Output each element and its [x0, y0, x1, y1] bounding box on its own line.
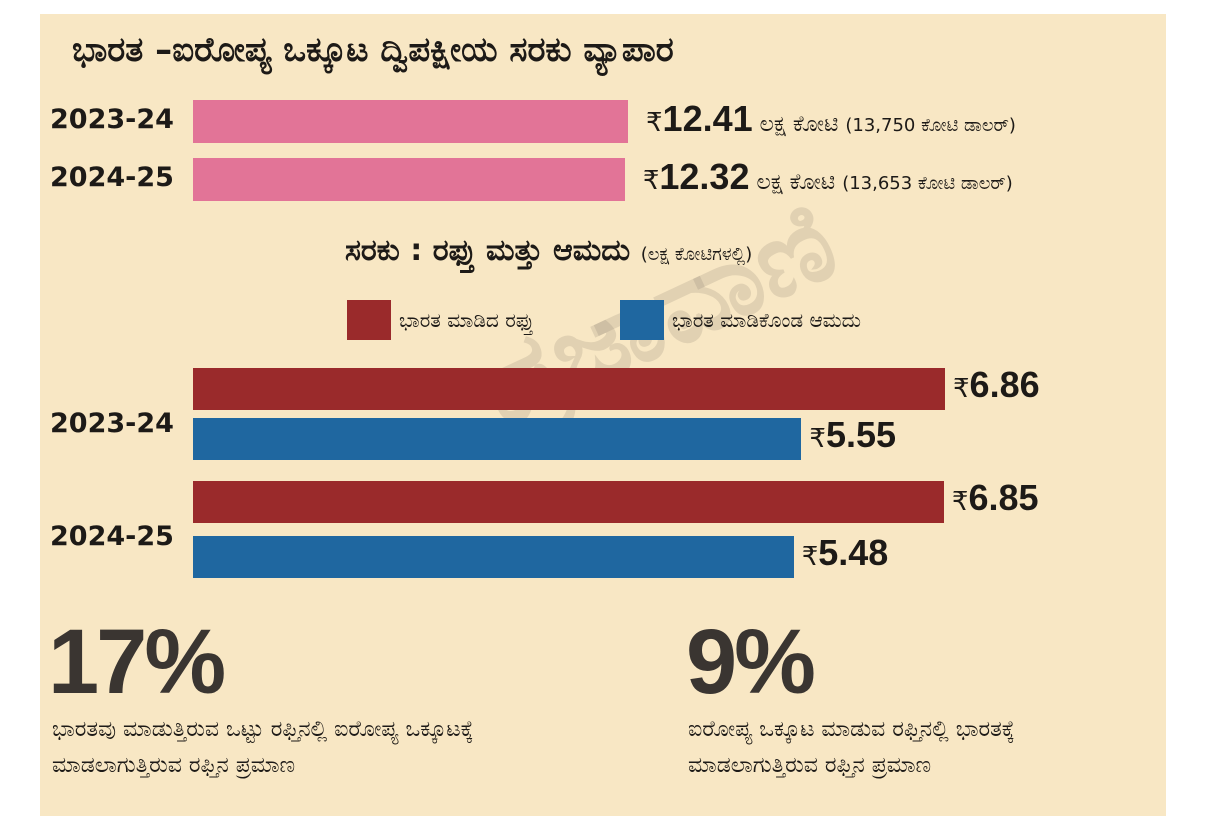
stat-desc-17: ಭಾರತವು ಮಾಡುತ್ತಿರುವ ಒಟ್ಟು ರಫ್ತಿನಲ್ಲಿ ಐರೋಪ…	[52, 717, 474, 778]
chart2-title: ಸರಕು : ರಫ್ತು ಮತ್ತು ಆಮದು (ಲಕ್ಷ ಕೋಟಿಗಳಲ್ಲಿ…	[345, 233, 752, 268]
legend-import: ಭಾರತ ಮಾಡಿಕೊಂಡ ಆಮದು	[620, 300, 861, 340]
bar-export-2024-25	[193, 481, 944, 523]
value-label-export: ₹6.85	[951, 477, 1039, 518]
legend-export: ಭಾರತ ಮಾಡಿದ ರಫ್ತು	[347, 300, 534, 340]
legend-swatch-import	[620, 300, 664, 340]
legend-swatch-export	[347, 300, 391, 340]
stat-value-17: 17%	[48, 611, 226, 713]
value-label-import: ₹5.48	[801, 532, 889, 573]
value-label-import: ₹5.55	[809, 414, 897, 455]
bar-export-2023-24	[193, 368, 945, 410]
year-label: 2023-24	[50, 408, 174, 439]
bar-import-2023-24	[193, 418, 802, 460]
infographic-panel	[40, 14, 1166, 816]
stat-value-9: 9%	[686, 611, 816, 713]
bar-total-2023-24	[193, 100, 628, 143]
chart2-title-text: ಸರಕು : ರಫ್ತು ಮತ್ತು ಆಮದು	[345, 233, 631, 268]
legend-label-import: ಭಾರತ ಮಾಡಿಕೊಂಡ ಆಮದು	[672, 308, 861, 332]
bar-import-2024-25	[193, 536, 794, 578]
year-label: 2023-24	[50, 104, 174, 135]
bar-total-2024-25	[193, 158, 625, 201]
year-label: 2024-25	[50, 521, 174, 552]
value-label-total: ₹12.32 ಲಕ್ಷ ಕೋಟಿ (13,653 ಕೋಟಿ ಡಾಲರ್)	[642, 156, 1013, 197]
value-label-total: ₹12.41 ಲಕ್ಷ ಕೋಟಿ (13,750 ಕೋಟಿ ಡಾಲರ್)	[646, 98, 1016, 139]
stat-desc-9: ಐರೋಪ್ಯ ಒಕ್ಕೂಟ ಮಾಡುವ ರಫ್ತಿನಲ್ಲಿ ಭಾರತಕ್ಕೆ …	[688, 717, 1015, 778]
year-label: 2024-25	[50, 162, 174, 193]
legend-label-export: ಭಾರತ ಮಾಡಿದ ರಫ್ತು	[399, 308, 534, 332]
chart2-subtitle: (ಲಕ್ಷ ಕೋಟಿಗಳಲ್ಲಿ)	[640, 244, 753, 265]
value-label-export: ₹6.86	[953, 364, 1040, 405]
chart-title: ಭಾರತ –ಐರೋಪ್ಯ ಒಕ್ಕೂಟ ದ್ವಿಪಕ್ಷೀಯ ಸರಕು ವ್ಯಾ…	[72, 30, 674, 70]
